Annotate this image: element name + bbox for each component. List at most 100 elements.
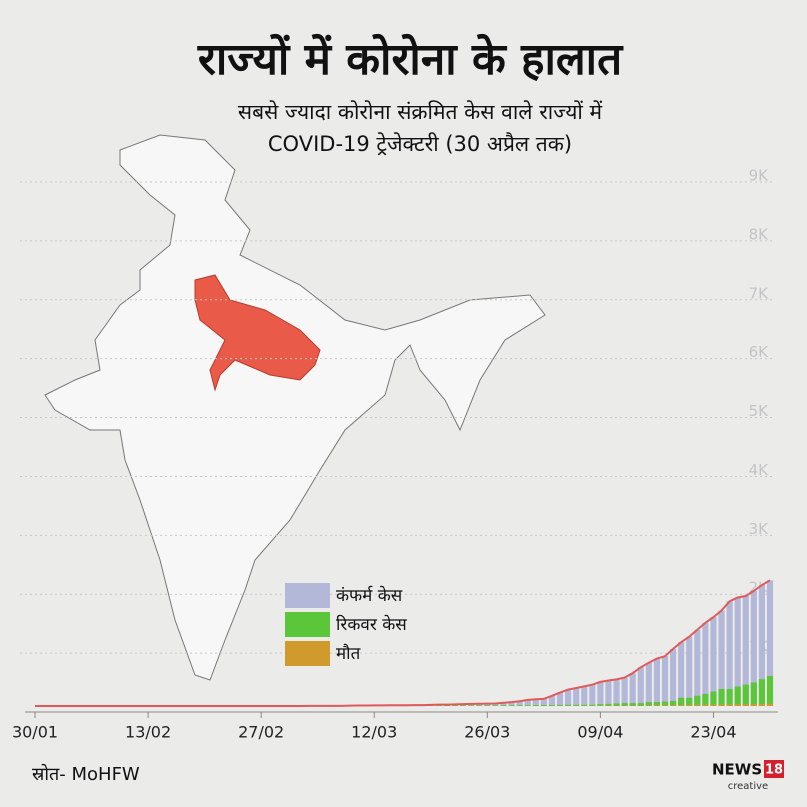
bar: [710, 617, 717, 706]
bar: [548, 704, 555, 706]
bar: [508, 702, 515, 706]
bar: [500, 705, 507, 706]
y-tick-label: 9K: [749, 167, 770, 185]
bar: [686, 704, 693, 706]
bar: [589, 684, 596, 706]
bar: [492, 703, 499, 706]
legend-label: कंफर्म केस: [336, 585, 403, 606]
bar: [678, 697, 685, 706]
bar: [758, 703, 765, 706]
x-tick-label: 26/03: [464, 723, 510, 742]
bar: [581, 704, 588, 706]
bar: [540, 698, 547, 706]
bar: [565, 689, 572, 706]
bar: [670, 648, 677, 706]
bar: [678, 642, 685, 706]
bar: [718, 610, 725, 706]
bar: [645, 705, 652, 706]
legend-label: रिकवर केस: [336, 614, 407, 635]
bar: [758, 585, 765, 706]
x-tick-label: 12/03: [351, 723, 397, 742]
y-tick-label: 3K: [749, 520, 770, 538]
bar: [726, 704, 733, 706]
y-tick-label: 7K: [749, 284, 770, 302]
bar: [629, 673, 636, 706]
bar: [645, 701, 652, 706]
bar: [435, 705, 442, 706]
bar: [750, 682, 757, 706]
bar: [702, 622, 709, 706]
bar: [645, 662, 652, 706]
subtitle: सबसे ज्यादा कोरोना संक्रमित केस वाले राज…: [238, 100, 603, 124]
uttar-pradesh: [194, 274, 321, 392]
bar: [694, 629, 701, 706]
bar: [468, 703, 475, 706]
bar: [653, 658, 660, 706]
logo-sub: creative: [728, 781, 768, 792]
logo-number: 18: [765, 763, 783, 778]
legend-swatch: [285, 583, 330, 608]
y-tick-label: 6K: [749, 343, 770, 361]
bar: [718, 688, 725, 706]
bar: [589, 704, 596, 706]
bar: [653, 701, 660, 706]
bar: [460, 705, 467, 706]
bar: [742, 595, 749, 706]
bar: [653, 705, 660, 706]
bar: [734, 686, 741, 706]
x-tick-label: 09/04: [577, 723, 623, 742]
bar: [766, 675, 774, 706]
bar: [492, 705, 499, 706]
bar: [524, 699, 531, 706]
bar: [670, 705, 677, 706]
india-map: [44, 134, 546, 681]
bar: [734, 597, 741, 706]
title: राज्यों में कोरोना के हालात: [197, 33, 624, 85]
bar: [532, 704, 539, 706]
bar: [726, 601, 733, 706]
bar: [702, 693, 709, 706]
bar: [718, 704, 725, 706]
logo-text: NEWS: [712, 761, 762, 779]
y-tick-label: 4K: [749, 461, 770, 479]
bar: [710, 691, 717, 706]
bar: [637, 667, 644, 706]
bar: [556, 692, 564, 706]
bar: [661, 701, 669, 706]
bar: [742, 704, 749, 706]
bar: [686, 697, 693, 706]
x-tick-label: 23/04: [690, 723, 736, 742]
trend-line: [35, 579, 771, 707]
bar: [694, 695, 701, 706]
bar: [750, 704, 757, 706]
bar: [597, 681, 604, 706]
bar: [661, 705, 669, 706]
bar: [484, 703, 491, 706]
bar: [516, 701, 523, 706]
bar: [443, 705, 450, 706]
bar: [573, 688, 580, 706]
bar: [548, 695, 555, 706]
bar: [766, 580, 774, 706]
bar: [556, 704, 564, 706]
bar: [629, 703, 636, 706]
bar: [581, 686, 588, 706]
bar: [750, 590, 757, 706]
bar: [661, 656, 669, 706]
bar: [742, 684, 749, 706]
bar: [508, 705, 515, 706]
legend-swatch: [285, 612, 330, 637]
bar: [605, 680, 612, 706]
x-tick-label: 30/01: [12, 723, 58, 742]
bar: [702, 704, 709, 706]
bar: [670, 700, 677, 706]
bar: [524, 705, 531, 706]
legend-label: मौत: [336, 643, 361, 664]
bar: [573, 704, 580, 706]
bar: [678, 704, 685, 706]
bar: [637, 703, 644, 706]
subtitle: COVID-19 ट्रेजेक्टरी (30 अप्रैल तक): [268, 132, 572, 156]
bar: [605, 703, 612, 706]
